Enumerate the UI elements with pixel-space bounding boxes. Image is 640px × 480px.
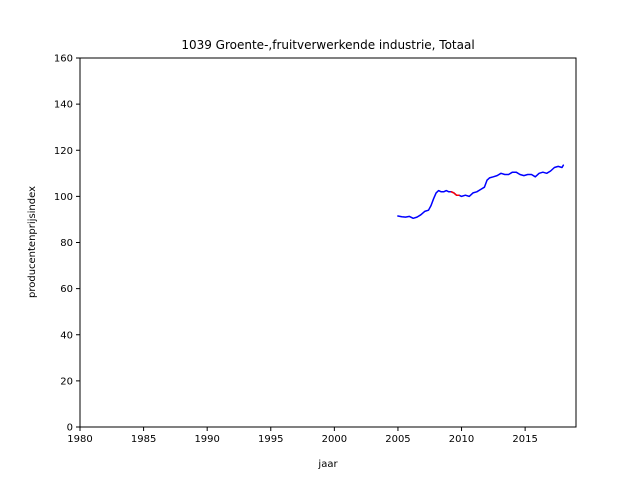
x-tick-label: 1990 [194, 434, 219, 445]
y-tick-label: 160 [54, 54, 73, 65]
y-axis: 0 20 40 60 80 100 120 140 160 [54, 54, 80, 434]
series-line-producentenprijsindex [397, 164, 565, 220]
x-tick-label: 2015 [512, 434, 537, 445]
x-axis: 1980 1985 1990 1995 2000 2005 2010 2015 [67, 427, 538, 445]
x-tick-label: 2010 [449, 434, 474, 445]
y-tick-label: 80 [60, 238, 73, 249]
x-axis-label: jaar [317, 459, 338, 470]
y-tick-label: 0 [67, 423, 73, 434]
y-tick-label: 20 [60, 376, 73, 387]
x-tick-label: 2000 [322, 434, 347, 445]
chart-title: 1039 Groente-,fruitverwerkende industrie… [181, 38, 474, 52]
x-tick-label: 1980 [67, 434, 92, 445]
y-axis-label: producentenprijsindex [27, 186, 38, 298]
y-tick-label: 100 [54, 192, 73, 203]
y-tick-label: 40 [60, 330, 73, 341]
series-line-highlight [450, 191, 460, 196]
y-tick-label: 60 [60, 284, 73, 295]
x-tick-label: 2005 [385, 434, 410, 445]
x-tick-label: 1995 [258, 434, 283, 445]
y-tick-label: 120 [54, 146, 73, 157]
series-layer [397, 164, 565, 220]
y-tick-label: 140 [54, 100, 73, 111]
x-tick-label: 1985 [131, 434, 156, 445]
